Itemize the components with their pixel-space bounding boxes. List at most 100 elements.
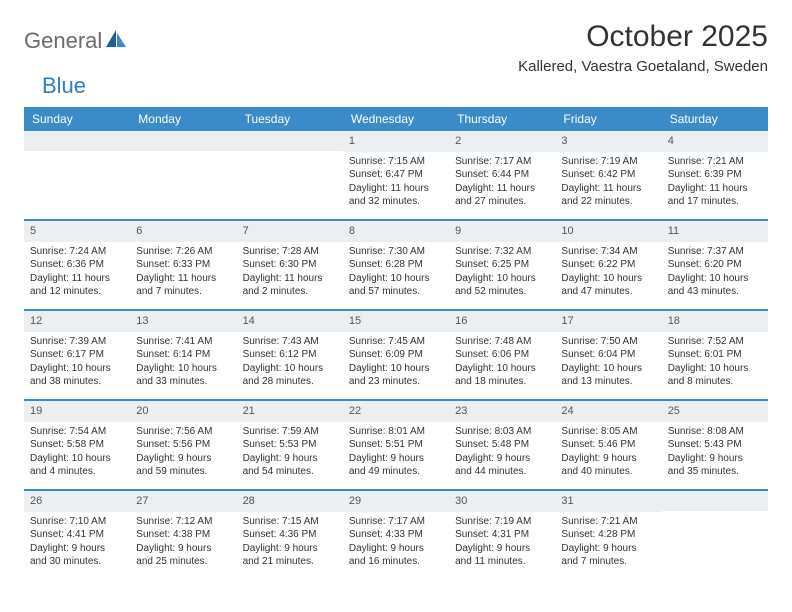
- day-number: 10: [555, 221, 661, 242]
- daylight-text: Daylight: 9 hours: [243, 542, 337, 556]
- empty-daynum: [237, 131, 343, 151]
- day-number: 18: [662, 311, 768, 332]
- daylight-text: and 25 minutes.: [136, 555, 230, 569]
- sunrise-text: Sunrise: 7:21 AM: [561, 515, 655, 529]
- day-body: Sunrise: 7:50 AMSunset: 6:04 PMDaylight:…: [555, 332, 661, 395]
- empty-daynum: [130, 131, 236, 151]
- day-body: Sunrise: 7:17 AMSunset: 6:44 PMDaylight:…: [449, 152, 555, 215]
- daylight-text: Daylight: 10 hours: [455, 362, 549, 376]
- week-row: 1Sunrise: 7:15 AMSunset: 6:47 PMDaylight…: [24, 131, 768, 219]
- day-body: Sunrise: 7:37 AMSunset: 6:20 PMDaylight:…: [662, 242, 768, 305]
- daylight-text: Daylight: 9 hours: [455, 542, 549, 556]
- sunrise-text: Sunrise: 8:03 AM: [455, 425, 549, 439]
- day-number: 22: [343, 401, 449, 422]
- daylight-text: Daylight: 9 hours: [668, 452, 762, 466]
- daylight-text: and 12 minutes.: [30, 285, 124, 299]
- sunset-text: Sunset: 6:30 PM: [243, 258, 337, 272]
- empty-cell: [130, 131, 236, 219]
- sunset-text: Sunset: 6:09 PM: [349, 348, 443, 362]
- sunset-text: Sunset: 6:39 PM: [668, 168, 762, 182]
- week-row: 5Sunrise: 7:24 AMSunset: 6:36 PMDaylight…: [24, 219, 768, 309]
- day-body: Sunrise: 7:12 AMSunset: 4:38 PMDaylight:…: [130, 512, 236, 575]
- day-cell: 9Sunrise: 7:32 AMSunset: 6:25 PMDaylight…: [449, 221, 555, 309]
- day-cell: 11Sunrise: 7:37 AMSunset: 6:20 PMDayligh…: [662, 221, 768, 309]
- daylight-text: and 33 minutes.: [136, 375, 230, 389]
- day-cell: 27Sunrise: 7:12 AMSunset: 4:38 PMDayligh…: [130, 491, 236, 579]
- day-cell: 16Sunrise: 7:48 AMSunset: 6:06 PMDayligh…: [449, 311, 555, 399]
- day-body: Sunrise: 7:26 AMSunset: 6:33 PMDaylight:…: [130, 242, 236, 305]
- daylight-text: and 21 minutes.: [243, 555, 337, 569]
- daylight-text: Daylight: 10 hours: [668, 362, 762, 376]
- day-body: Sunrise: 7:21 AMSunset: 4:28 PMDaylight:…: [555, 512, 661, 575]
- sunset-text: Sunset: 6:44 PM: [455, 168, 549, 182]
- daylight-text: Daylight: 11 hours: [455, 182, 549, 196]
- day-body: Sunrise: 7:19 AMSunset: 4:31 PMDaylight:…: [449, 512, 555, 575]
- sunset-text: Sunset: 6:42 PM: [561, 168, 655, 182]
- sunset-text: Sunset: 4:38 PM: [136, 528, 230, 542]
- day-number: 9: [449, 221, 555, 242]
- day-number: 14: [237, 311, 343, 332]
- sunrise-text: Sunrise: 8:01 AM: [349, 425, 443, 439]
- weeks-container: 1Sunrise: 7:15 AMSunset: 6:47 PMDaylight…: [24, 131, 768, 579]
- day-body: Sunrise: 8:03 AMSunset: 5:48 PMDaylight:…: [449, 422, 555, 485]
- day-body: Sunrise: 7:15 AMSunset: 4:36 PMDaylight:…: [237, 512, 343, 575]
- sunset-text: Sunset: 6:36 PM: [30, 258, 124, 272]
- day-number: 21: [237, 401, 343, 422]
- daylight-text: Daylight: 11 hours: [349, 182, 443, 196]
- day-number: 5: [24, 221, 130, 242]
- day-header-tue: Tuesday: [237, 107, 343, 131]
- day-number: 1: [343, 131, 449, 152]
- day-number: 24: [555, 401, 661, 422]
- sunset-text: Sunset: 6:20 PM: [668, 258, 762, 272]
- day-number: 15: [343, 311, 449, 332]
- day-body: Sunrise: 7:54 AMSunset: 5:58 PMDaylight:…: [24, 422, 130, 485]
- sunset-text: Sunset: 5:48 PM: [455, 438, 549, 452]
- day-number: 25: [662, 401, 768, 422]
- empty-cell: [662, 491, 768, 579]
- sunset-text: Sunset: 4:31 PM: [455, 528, 549, 542]
- day-header-thu: Thursday: [449, 107, 555, 131]
- daylight-text: and 47 minutes.: [561, 285, 655, 299]
- daylight-text: Daylight: 10 hours: [561, 362, 655, 376]
- daylight-text: and 8 minutes.: [668, 375, 762, 389]
- sunset-text: Sunset: 5:58 PM: [30, 438, 124, 452]
- day-cell: 26Sunrise: 7:10 AMSunset: 4:41 PMDayligh…: [24, 491, 130, 579]
- day-cell: 3Sunrise: 7:19 AMSunset: 6:42 PMDaylight…: [555, 131, 661, 219]
- day-cell: 17Sunrise: 7:50 AMSunset: 6:04 PMDayligh…: [555, 311, 661, 399]
- daylight-text: Daylight: 11 hours: [561, 182, 655, 196]
- day-body: Sunrise: 7:24 AMSunset: 6:36 PMDaylight:…: [24, 242, 130, 305]
- sunrise-text: Sunrise: 7:32 AM: [455, 245, 549, 259]
- sunrise-text: Sunrise: 7:52 AM: [668, 335, 762, 349]
- month-title: October 2025: [518, 20, 768, 54]
- day-cell: 14Sunrise: 7:43 AMSunset: 6:12 PMDayligh…: [237, 311, 343, 399]
- day-cell: 20Sunrise: 7:56 AMSunset: 5:56 PMDayligh…: [130, 401, 236, 489]
- daylight-text: Daylight: 11 hours: [30, 272, 124, 286]
- sunset-text: Sunset: 6:06 PM: [455, 348, 549, 362]
- sunset-text: Sunset: 5:51 PM: [349, 438, 443, 452]
- day-body: Sunrise: 8:05 AMSunset: 5:46 PMDaylight:…: [555, 422, 661, 485]
- sunset-text: Sunset: 6:04 PM: [561, 348, 655, 362]
- daylight-text: and 13 minutes.: [561, 375, 655, 389]
- sunset-text: Sunset: 5:56 PM: [136, 438, 230, 452]
- daylight-text: and 43 minutes.: [668, 285, 762, 299]
- week-row: 19Sunrise: 7:54 AMSunset: 5:58 PMDayligh…: [24, 399, 768, 489]
- sunrise-text: Sunrise: 7:30 AM: [349, 245, 443, 259]
- day-body: Sunrise: 7:41 AMSunset: 6:14 PMDaylight:…: [130, 332, 236, 395]
- calendar-grid: Sunday Monday Tuesday Wednesday Thursday…: [24, 107, 768, 579]
- daylight-text: Daylight: 9 hours: [455, 452, 549, 466]
- day-body: Sunrise: 7:34 AMSunset: 6:22 PMDaylight:…: [555, 242, 661, 305]
- daylight-text: and 7 minutes.: [561, 555, 655, 569]
- day-body: Sunrise: 8:01 AMSunset: 5:51 PMDaylight:…: [343, 422, 449, 485]
- day-number: 3: [555, 131, 661, 152]
- day-number: 16: [449, 311, 555, 332]
- daylight-text: and 2 minutes.: [243, 285, 337, 299]
- daylight-text: and 27 minutes.: [455, 195, 549, 209]
- day-body: Sunrise: 7:19 AMSunset: 6:42 PMDaylight:…: [555, 152, 661, 215]
- sunrise-text: Sunrise: 7:26 AM: [136, 245, 230, 259]
- day-cell: 19Sunrise: 7:54 AMSunset: 5:58 PMDayligh…: [24, 401, 130, 489]
- day-number: 28: [237, 491, 343, 512]
- day-header-fri: Friday: [555, 107, 661, 131]
- day-cell: 1Sunrise: 7:15 AMSunset: 6:47 PMDaylight…: [343, 131, 449, 219]
- day-number: 2: [449, 131, 555, 152]
- sunset-text: Sunset: 6:01 PM: [668, 348, 762, 362]
